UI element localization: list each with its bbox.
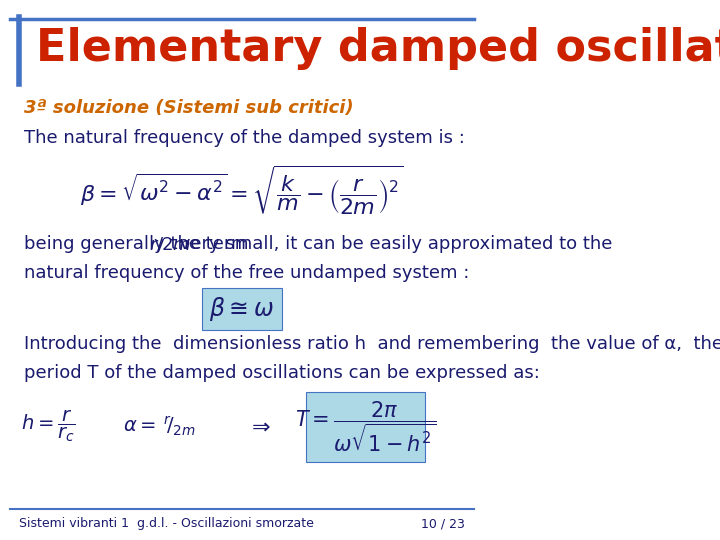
Text: period T of the damped oscillations can be expressed as:: period T of the damped oscillations can … bbox=[24, 363, 540, 382]
Text: Sistemi vibranti 1  g.d.l. - Oscillazioni smorzate: Sistemi vibranti 1 g.d.l. - Oscillazioni… bbox=[19, 517, 314, 530]
Text: being generally the term: being generally the term bbox=[24, 235, 254, 253]
FancyBboxPatch shape bbox=[202, 288, 282, 330]
Text: $r/2m$: $r/2m$ bbox=[148, 235, 191, 253]
Text: Introducing the  dimensionless ratio h  and remembering  the value of α,  the: Introducing the dimensionless ratio h an… bbox=[24, 335, 720, 353]
Text: $h = \dfrac{r}{r_c}$: $h = \dfrac{r}{r_c}$ bbox=[21, 409, 76, 444]
Text: very small, it can be easily approximated to the: very small, it can be easily approximate… bbox=[174, 235, 613, 253]
Text: 10 / 23: 10 / 23 bbox=[420, 517, 464, 530]
Text: $\beta \cong \omega$: $\beta \cong \omega$ bbox=[210, 295, 274, 323]
Text: $T = \dfrac{2\pi}{\omega\sqrt{1-h^2}}$: $T = \dfrac{2\pi}{\omega\sqrt{1-h^2}}$ bbox=[294, 399, 436, 454]
Text: 3ª soluzione (Sistemi sub critici): 3ª soluzione (Sistemi sub critici) bbox=[24, 99, 354, 117]
Text: $\alpha = \,^r\!/_{2m}$: $\alpha = \,^r\!/_{2m}$ bbox=[123, 415, 196, 438]
FancyBboxPatch shape bbox=[306, 392, 425, 462]
Text: $\beta = \sqrt{\omega^2 - \alpha^2} = \sqrt{\dfrac{k}{m} - \left(\dfrac{r}{2m}\r: $\beta = \sqrt{\omega^2 - \alpha^2} = \s… bbox=[80, 164, 404, 217]
Text: Elementary damped oscillator: Elementary damped oscillator bbox=[36, 27, 720, 70]
Text: $\Rightarrow$: $\Rightarrow$ bbox=[247, 416, 271, 437]
Text: natural frequency of the free undamped system :: natural frequency of the free undamped s… bbox=[24, 264, 469, 282]
Text: The natural frequency of the damped system is :: The natural frequency of the damped syst… bbox=[24, 129, 465, 147]
